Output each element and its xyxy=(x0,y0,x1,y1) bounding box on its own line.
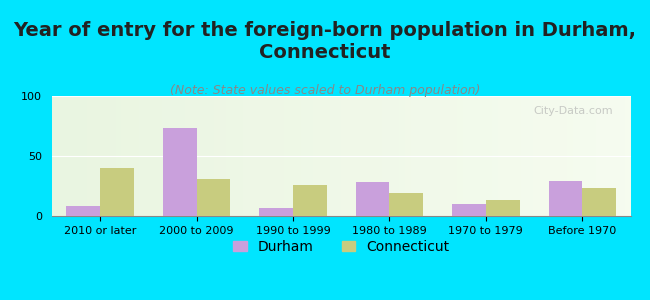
Bar xyxy=(100,168,134,216)
Bar xyxy=(582,188,616,216)
Legend: Durham, Connecticut: Durham, Connecticut xyxy=(227,234,455,260)
Bar xyxy=(452,204,486,216)
Bar xyxy=(196,179,230,216)
Bar xyxy=(293,185,327,216)
Bar xyxy=(259,208,293,216)
Bar xyxy=(389,193,423,216)
Bar xyxy=(66,206,100,216)
Bar xyxy=(486,200,519,216)
Bar xyxy=(163,128,196,216)
Text: City-Data.com: City-Data.com xyxy=(534,106,613,116)
Bar xyxy=(356,182,389,216)
Text: (Note: State values scaled to Durham population): (Note: State values scaled to Durham pop… xyxy=(170,84,480,97)
Bar xyxy=(549,181,582,216)
Text: Year of entry for the foreign-born population in Durham,
Connecticut: Year of entry for the foreign-born popul… xyxy=(14,21,636,62)
